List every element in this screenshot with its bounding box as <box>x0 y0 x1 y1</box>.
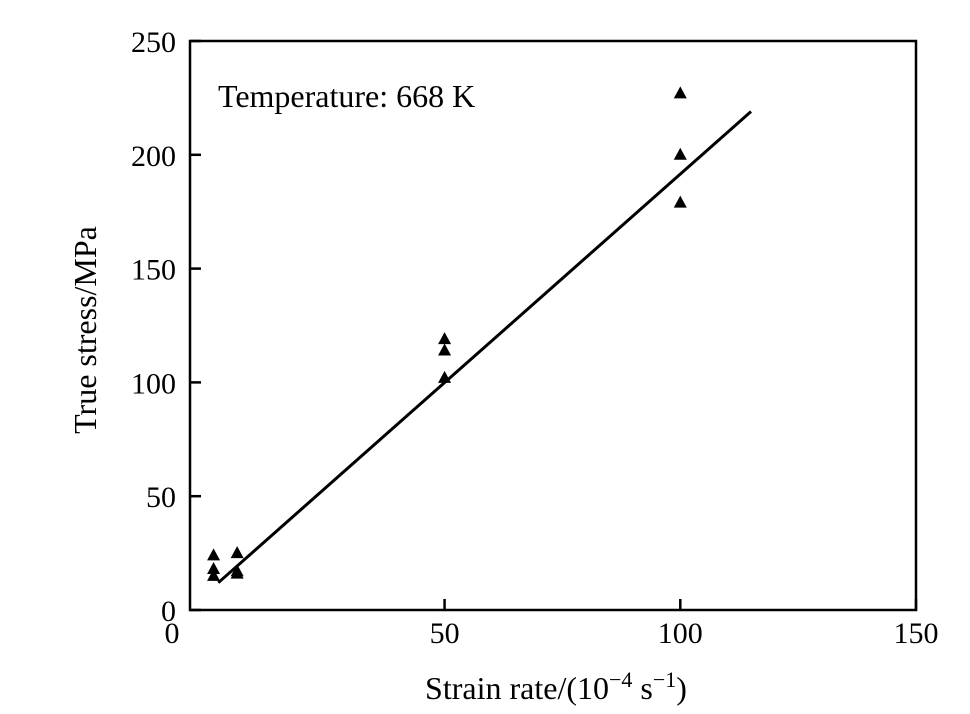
y-tick-label: 0 <box>161 595 176 628</box>
data-point-triangle <box>673 86 687 99</box>
x-axis-label-text: Strain rate/(10 <box>425 670 609 706</box>
x-axis-ticks: 0 50 100 150 <box>165 599 939 650</box>
data-point-triangle <box>207 568 221 581</box>
y-axis-label: True stress/MPa <box>67 226 103 434</box>
y-tick-label: 100 <box>131 367 176 400</box>
y-axis-ticks: 0 50 100 150 200 250 <box>131 26 201 628</box>
x-axis-label-exp1: −4 <box>609 667 632 692</box>
data-point-triangle <box>230 566 244 579</box>
y-tick-label: 200 <box>131 140 176 173</box>
data-point-triangle <box>438 370 452 383</box>
x-tick-label: 150 <box>894 617 939 650</box>
plot-frame <box>188 39 918 612</box>
y-tick-label: 50 <box>146 481 176 514</box>
x-axis-label: Strain rate/(10−4 s−1) <box>425 667 687 706</box>
x-tick-label: 50 <box>430 617 460 650</box>
x-axis-label-exp2: −1 <box>653 667 676 692</box>
x-tick-label: 0 <box>165 617 180 650</box>
x-axis-label-end: ) <box>676 670 687 706</box>
data-points <box>207 86 687 581</box>
x-tick-label: 100 <box>658 617 703 650</box>
data-point-triangle <box>207 562 221 575</box>
data-point-triangle <box>230 546 244 559</box>
data-point-triangle <box>207 548 221 561</box>
fit-line-group <box>217 110 752 584</box>
fit-line <box>217 110 752 584</box>
y-tick-label: 150 <box>131 254 176 287</box>
data-point-triangle <box>673 147 687 160</box>
y-tick-label: 250 <box>131 26 176 59</box>
temperature-annotation: Temperature: 668 K <box>218 78 475 114</box>
x-axis-label-mid: s <box>632 670 652 706</box>
data-point-triangle <box>438 343 452 356</box>
data-point-triangle <box>673 195 687 208</box>
data-point-triangle <box>438 332 452 345</box>
